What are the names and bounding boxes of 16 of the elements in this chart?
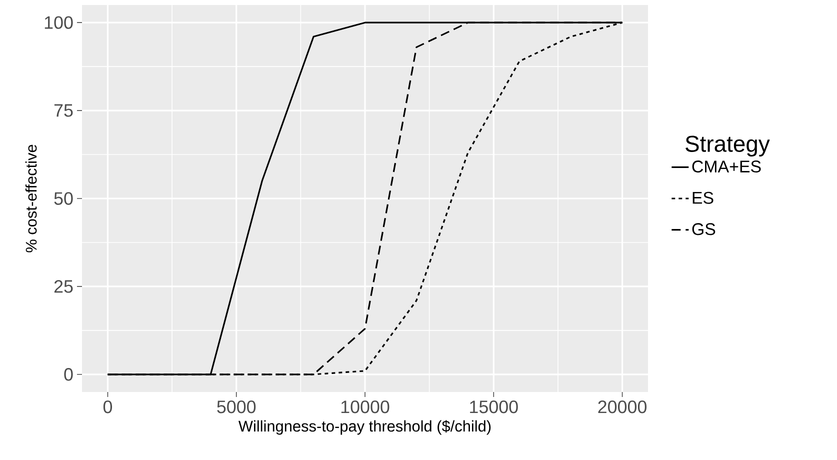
x-tick-label: 15000	[470, 400, 518, 414]
y-tick-label: 100	[44, 16, 73, 29]
x-axis-title: Willingness-to-pay threshold ($/child)	[238, 420, 491, 435]
y-tick-label: 0	[64, 368, 73, 381]
legend-label: GS	[692, 223, 716, 236]
y-tick-label: 75	[54, 104, 73, 117]
y-tick-label: 50	[54, 192, 73, 205]
legend-label: ES	[692, 192, 714, 204]
legend-title: Strategy	[686, 136, 770, 156]
y-axis-title: % cost-effective	[25, 144, 37, 252]
x-tick-label: 20000	[598, 400, 647, 414]
x-tick-label: 5000	[217, 400, 256, 414]
x-tick-label: 0	[103, 400, 112, 414]
x-tick-label: 10000	[341, 400, 390, 414]
y-tick-label: 25	[54, 280, 73, 293]
legend-label: CMA+ES	[692, 160, 761, 173]
